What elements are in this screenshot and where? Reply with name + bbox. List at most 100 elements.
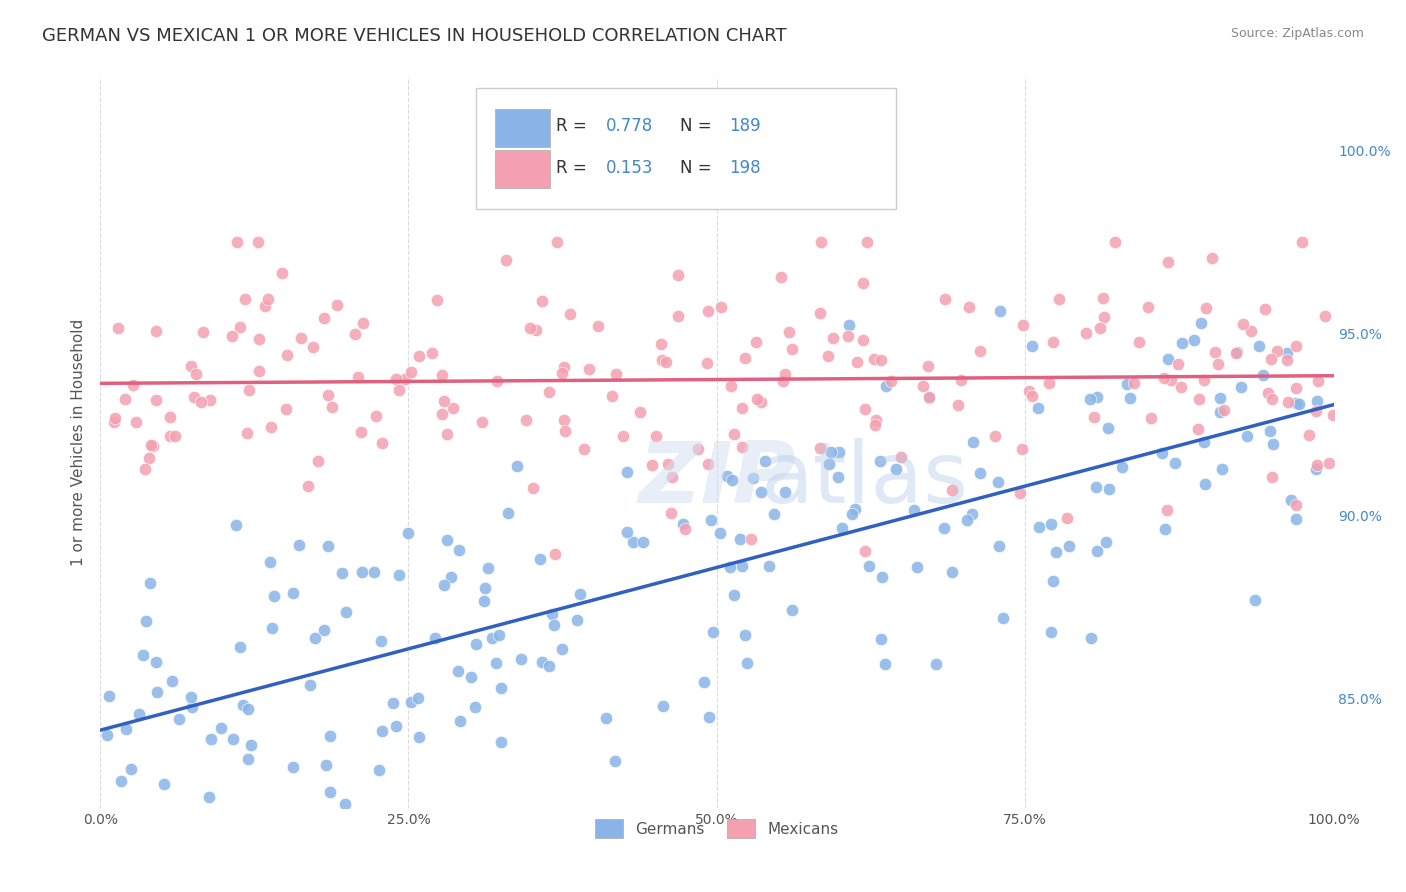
Point bbox=[198, 393, 221, 408]
Point bbox=[957, 301, 980, 315]
Point bbox=[316, 388, 339, 402]
Point bbox=[238, 383, 260, 397]
Point bbox=[233, 292, 256, 306]
Point bbox=[281, 760, 304, 774]
Point bbox=[239, 739, 262, 753]
Point bbox=[236, 752, 259, 766]
Point bbox=[730, 559, 752, 574]
Point bbox=[472, 593, 495, 607]
Text: 198: 198 bbox=[730, 159, 761, 177]
Point bbox=[104, 411, 127, 425]
Point bbox=[873, 657, 896, 671]
Point bbox=[464, 637, 486, 651]
Point bbox=[531, 655, 554, 669]
Point bbox=[538, 384, 561, 399]
Point bbox=[352, 316, 374, 330]
Point bbox=[853, 544, 876, 558]
Point bbox=[440, 570, 463, 584]
Point bbox=[1225, 345, 1247, 359]
Point bbox=[477, 561, 499, 575]
Point bbox=[603, 754, 626, 768]
Point bbox=[1204, 345, 1226, 359]
Point bbox=[146, 684, 169, 698]
Point bbox=[399, 695, 422, 709]
Point bbox=[107, 320, 129, 334]
Point bbox=[1170, 380, 1192, 394]
Text: atlas: atlas bbox=[761, 438, 969, 521]
Point bbox=[845, 355, 868, 369]
Point bbox=[1021, 339, 1043, 353]
Point bbox=[1153, 522, 1175, 536]
Point bbox=[235, 425, 257, 440]
Point bbox=[758, 558, 780, 573]
Point bbox=[745, 334, 768, 349]
Point bbox=[1211, 462, 1233, 476]
Point bbox=[1119, 391, 1142, 405]
Point bbox=[270, 266, 292, 280]
Point bbox=[934, 292, 956, 306]
Point bbox=[1317, 456, 1340, 470]
Text: Source: ZipAtlas.com: Source: ZipAtlas.com bbox=[1230, 27, 1364, 40]
Point bbox=[441, 401, 464, 415]
Point bbox=[984, 429, 1007, 443]
Point bbox=[1279, 492, 1302, 507]
Point bbox=[430, 368, 453, 382]
Point bbox=[491, 681, 513, 696]
Point bbox=[1322, 408, 1344, 422]
Point bbox=[1083, 410, 1105, 425]
Point bbox=[988, 539, 1011, 553]
Point bbox=[716, 469, 738, 483]
Point bbox=[666, 268, 689, 283]
Point bbox=[1251, 368, 1274, 383]
Point bbox=[314, 310, 336, 325]
Point bbox=[180, 690, 202, 704]
Point bbox=[1128, 334, 1150, 349]
Point bbox=[879, 374, 901, 388]
Point bbox=[875, 379, 897, 393]
Point bbox=[1260, 424, 1282, 438]
Point bbox=[396, 526, 419, 541]
Point bbox=[1187, 422, 1209, 436]
Point bbox=[890, 450, 912, 464]
Point bbox=[1192, 435, 1215, 450]
Point bbox=[433, 394, 456, 409]
Point bbox=[209, 722, 232, 736]
Point bbox=[343, 327, 366, 342]
Point bbox=[969, 466, 991, 480]
Point bbox=[1265, 343, 1288, 358]
Point bbox=[1189, 317, 1212, 331]
Point bbox=[519, 320, 541, 334]
Point bbox=[496, 506, 519, 520]
Point bbox=[605, 367, 627, 381]
Point bbox=[544, 547, 567, 561]
Point bbox=[131, 648, 153, 662]
Point bbox=[423, 631, 446, 645]
Point bbox=[749, 395, 772, 409]
Point bbox=[1212, 403, 1234, 417]
Point bbox=[1285, 339, 1308, 353]
Point bbox=[969, 343, 991, 358]
Point bbox=[1260, 351, 1282, 366]
Point bbox=[145, 392, 167, 407]
Point bbox=[1011, 442, 1033, 457]
Point bbox=[152, 776, 174, 790]
Point bbox=[371, 724, 394, 739]
Point bbox=[370, 633, 392, 648]
Point bbox=[651, 353, 673, 368]
Point bbox=[1171, 336, 1194, 351]
Point bbox=[1288, 397, 1310, 411]
Point bbox=[350, 565, 373, 579]
Point bbox=[505, 459, 527, 474]
Point bbox=[388, 568, 411, 582]
Point bbox=[1042, 574, 1064, 588]
Point bbox=[1167, 357, 1189, 371]
Point bbox=[1260, 470, 1282, 484]
Point bbox=[1012, 318, 1035, 332]
Point bbox=[488, 628, 510, 642]
Point bbox=[1206, 357, 1229, 371]
Point bbox=[666, 310, 689, 324]
Point bbox=[657, 457, 679, 471]
Point bbox=[551, 366, 574, 380]
Point bbox=[529, 552, 551, 566]
Point bbox=[1244, 593, 1267, 607]
